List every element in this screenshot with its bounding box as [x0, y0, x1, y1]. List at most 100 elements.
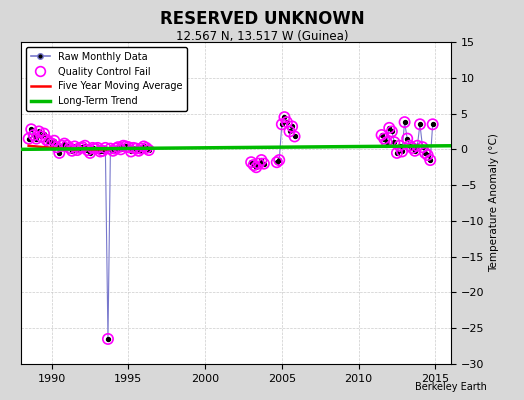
Point — [78, 144, 86, 150]
Point — [42, 137, 51, 143]
Point — [390, 139, 399, 145]
Point — [247, 159, 255, 166]
Point — [119, 142, 127, 149]
Point — [116, 146, 125, 152]
Text: 12.567 N, 13.517 W (Guinea): 12.567 N, 13.517 W (Guinea) — [176, 30, 348, 43]
Point — [385, 125, 394, 131]
Point — [27, 126, 36, 132]
Point — [275, 157, 283, 163]
Point — [416, 121, 424, 128]
Point — [260, 160, 268, 167]
Point — [35, 128, 43, 135]
Point — [129, 145, 138, 151]
Point — [27, 126, 36, 132]
Point — [124, 144, 133, 150]
Point — [411, 148, 419, 154]
Point — [91, 146, 99, 152]
Point — [50, 138, 59, 144]
Point — [393, 150, 401, 156]
Point — [101, 145, 110, 151]
Point — [66, 145, 74, 151]
Point — [413, 142, 421, 149]
Point — [70, 143, 79, 150]
Point — [58, 142, 66, 149]
Point — [73, 147, 81, 153]
Point — [122, 143, 130, 150]
Point — [132, 146, 140, 152]
Point — [421, 150, 429, 156]
Point — [145, 147, 153, 153]
Point — [416, 121, 424, 128]
Point — [68, 148, 77, 154]
Text: RESERVED UNKNOWN: RESERVED UNKNOWN — [160, 10, 364, 28]
Point — [55, 150, 63, 156]
Point — [52, 144, 61, 150]
Point — [283, 119, 291, 125]
Point — [81, 142, 89, 149]
Point — [96, 148, 104, 155]
Point — [406, 142, 414, 149]
Point — [421, 150, 429, 156]
Point — [413, 142, 421, 149]
Point — [129, 145, 138, 151]
Legend: Raw Monthly Data, Quality Control Fail, Five Year Moving Average, Long-Term Tren: Raw Monthly Data, Quality Control Fail, … — [26, 47, 187, 111]
Point — [127, 148, 135, 155]
Point — [260, 160, 268, 167]
Point — [114, 144, 122, 150]
Point — [383, 139, 391, 145]
Point — [285, 128, 293, 135]
Point — [135, 148, 143, 154]
Point — [380, 135, 388, 142]
Point — [139, 143, 148, 150]
Point — [114, 144, 122, 150]
Point — [99, 148, 107, 154]
Point — [426, 157, 434, 163]
Point — [403, 135, 411, 142]
Point — [104, 336, 112, 342]
Point — [252, 164, 260, 170]
Point — [32, 135, 40, 142]
Point — [109, 148, 117, 154]
Point — [68, 148, 77, 154]
Point — [406, 142, 414, 149]
Point — [285, 128, 293, 135]
Point — [45, 139, 53, 145]
Point — [275, 157, 283, 163]
Point — [93, 145, 102, 151]
Point — [78, 144, 86, 150]
Point — [377, 132, 386, 138]
Point — [104, 336, 112, 342]
Point — [385, 125, 394, 131]
Point — [99, 148, 107, 154]
Point — [403, 135, 411, 142]
Point — [142, 145, 150, 151]
Point — [411, 148, 419, 154]
Point — [106, 146, 115, 152]
Point — [93, 145, 102, 151]
Point — [29, 132, 38, 138]
Point — [60, 140, 69, 147]
Point — [89, 145, 97, 151]
Point — [418, 144, 427, 150]
Point — [75, 145, 84, 151]
Point — [96, 148, 104, 155]
Point — [257, 157, 266, 163]
Point — [255, 160, 263, 167]
Point — [86, 150, 94, 156]
Point — [400, 119, 409, 125]
Point — [91, 146, 99, 152]
Point — [393, 150, 401, 156]
Point — [35, 128, 43, 135]
Point — [137, 146, 145, 152]
Point — [257, 157, 266, 163]
Point — [395, 142, 403, 149]
Point — [288, 123, 296, 130]
Point — [247, 159, 255, 166]
Point — [112, 146, 120, 152]
Point — [249, 162, 258, 168]
Point — [418, 144, 427, 150]
Point — [272, 159, 281, 166]
Point — [40, 130, 48, 137]
Point — [290, 133, 299, 140]
Point — [63, 142, 71, 149]
